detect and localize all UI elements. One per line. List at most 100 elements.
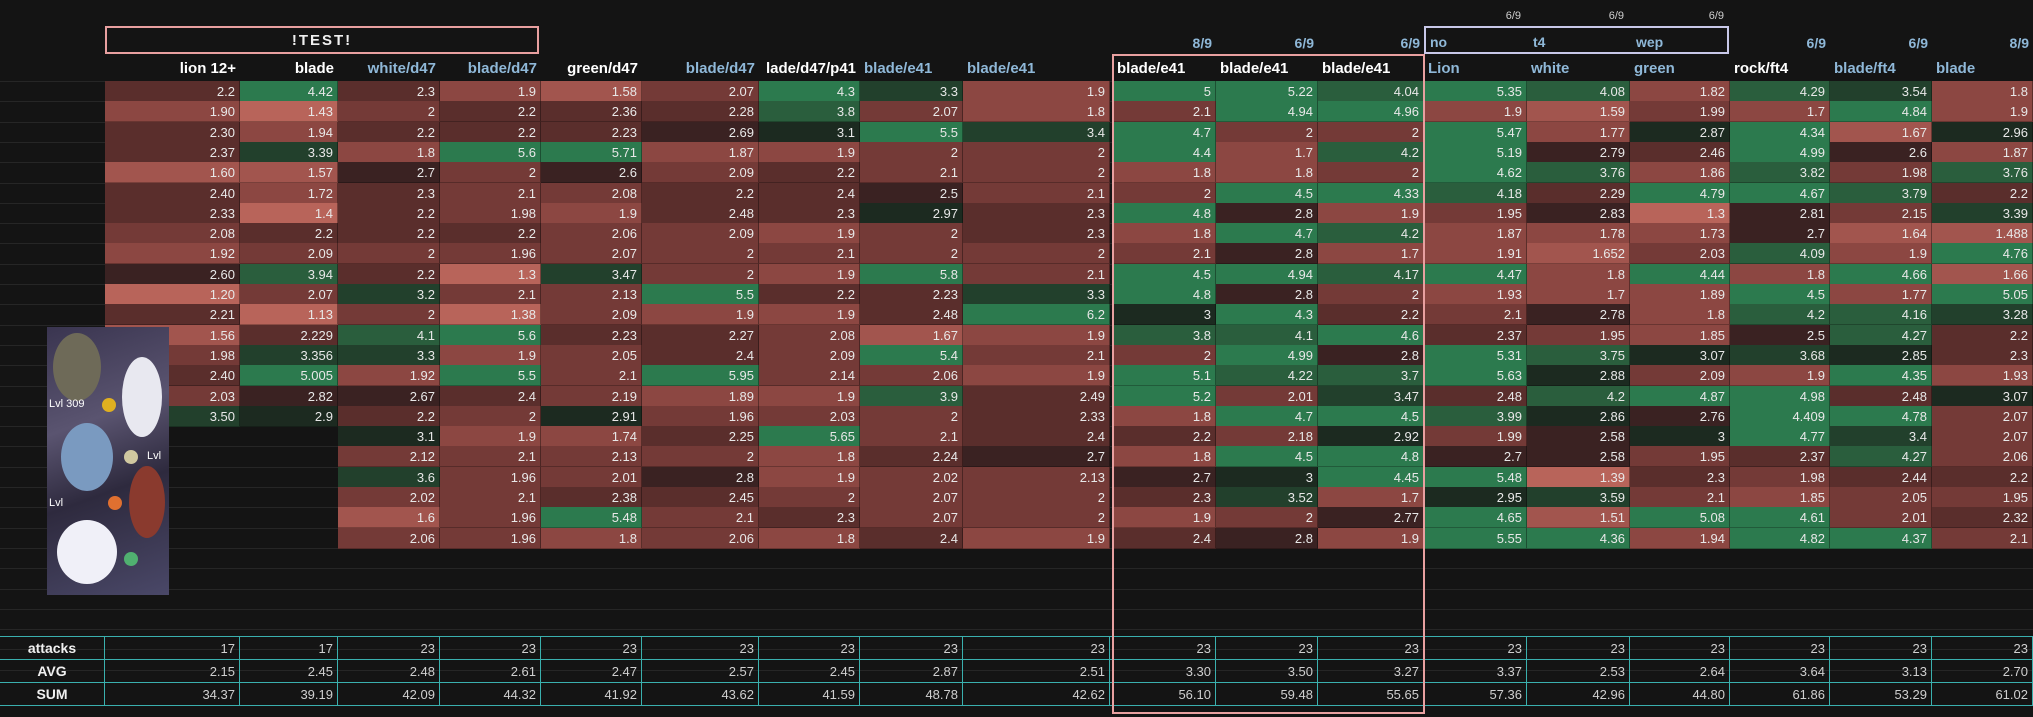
table-cell[interactable]: 1.96 [440,528,541,549]
avg-cell[interactable]: 3.37 [1424,660,1527,682]
sum-cell[interactable]: 44.32 [440,683,541,705]
table-cell[interactable]: 4.61 [1730,507,1830,528]
table-cell[interactable]: 2 [642,446,759,467]
table-cell[interactable]: 5.35 [1424,81,1527,102]
table-cell[interactable]: 2.7 [1113,467,1216,488]
table-cell[interactable]: 2.3 [338,183,440,204]
table-cell[interactable]: 2.08 [105,223,240,244]
table-cell[interactable]: 2 [1216,122,1318,143]
table-cell[interactable]: 1.9 [642,304,759,325]
table-cell[interactable]: 2.09 [759,345,860,366]
table-cell[interactable]: 2 [1113,183,1216,204]
table-cell[interactable]: 4.35 [1830,365,1932,386]
table-cell[interactable]: 4.6 [1318,325,1424,346]
sum-cell[interactable]: 42.09 [338,683,440,705]
table-cell[interactable]: 2.9 [240,406,338,427]
table-cell[interactable]: 3.7 [1318,365,1424,386]
table-cell[interactable]: 1.94 [1630,528,1730,549]
table-cell[interactable]: 2.2 [1932,183,2033,204]
table-cell[interactable]: 1.66 [1932,264,2033,285]
table-cell[interactable]: 2.3 [963,203,1110,224]
table-cell[interactable]: 2.1 [759,243,860,264]
table-cell[interactable]: 1.64 [1830,223,1932,244]
table-cell[interactable]: 4.33 [1318,183,1424,204]
table-cell[interactable]: 4.3 [759,81,860,102]
table-cell[interactable]: 5.5 [440,365,541,386]
table-cell[interactable]: 5.05 [1932,284,2033,305]
table-cell[interactable]: 1.9 [541,203,642,224]
table-cell[interactable]: 2.1 [963,183,1110,204]
table-cell[interactable]: 2.01 [1830,507,1932,528]
table-cell[interactable]: 3.47 [541,264,642,285]
table-cell[interactable]: 2.2 [1113,426,1216,447]
table-cell[interactable]: 3.75 [1527,345,1630,366]
table-cell[interactable]: 1.67 [1830,122,1932,143]
table-cell[interactable]: 2.7 [338,162,440,183]
table-cell[interactable]: 2.2 [338,406,440,427]
table-cell[interactable]: 5.65 [759,426,860,447]
table-cell[interactable]: 3.47 [1318,386,1424,407]
table-cell[interactable]: 4.1 [1216,325,1318,346]
table-cell[interactable]: 3.54 [1830,81,1932,102]
table-cell[interactable]: 1.96 [440,243,541,264]
table-cell[interactable]: 4.84 [1830,101,1932,122]
table-cell[interactable]: 2.81 [1730,203,1830,224]
avg-cell[interactable]: 2.87 [860,660,963,682]
table-cell[interactable]: 1.99 [1424,426,1527,447]
table-cell[interactable]: 4.1 [338,325,440,346]
table-cell[interactable]: 1.85 [1730,487,1830,508]
table-cell[interactable]: 2.78 [1527,304,1630,325]
table-cell[interactable]: 2.09 [240,243,338,264]
column-header[interactable]: green [1634,60,1675,77]
table-cell[interactable]: 5.5 [860,122,963,143]
table-cell[interactable]: 2.29 [1527,183,1630,204]
table-cell[interactable]: 1.9 [759,304,860,325]
table-cell[interactable]: 2.13 [963,467,1110,488]
table-cell[interactable]: 1.98 [440,203,541,224]
table-cell[interactable]: 2.2 [440,101,541,122]
table-cell[interactable]: 2 [963,243,1110,264]
table-cell[interactable]: 4.99 [1730,142,1830,163]
table-cell[interactable]: 2.8 [1318,345,1424,366]
table-cell[interactable]: 1.89 [1630,284,1730,305]
table-cell[interactable]: 2.21 [105,304,240,325]
table-cell[interactable]: 4.08 [1527,81,1630,102]
attacks-cell[interactable]: 23 [1113,637,1216,659]
attacks-cell[interactable]: 23 [759,637,860,659]
table-cell[interactable]: 2.1 [440,284,541,305]
table-cell[interactable]: 4.2 [1318,223,1424,244]
table-cell[interactable]: 1.90 [105,101,240,122]
table-cell[interactable]: 1.9 [440,81,541,102]
table-cell[interactable]: 4.37 [1830,528,1932,549]
table-cell[interactable]: 2.82 [240,386,338,407]
table-cell[interactable]: 4.5 [1730,284,1830,305]
table-cell[interactable]: 4.62 [1424,162,1527,183]
column-header[interactable]: blade/e41 [1220,60,1289,77]
table-cell[interactable]: 1.59 [1527,101,1630,122]
avg-cell[interactable]: 2.47 [541,660,642,682]
avg-cell[interactable]: 3.27 [1318,660,1424,682]
table-cell[interactable]: 2.5 [1730,325,1830,346]
table-cell[interactable]: 2.23 [541,122,642,143]
table-cell[interactable]: 4.96 [1318,101,1424,122]
table-cell[interactable]: 2.37 [1730,446,1830,467]
table-cell[interactable]: 1.96 [440,507,541,528]
table-cell[interactable]: 5.63 [1424,365,1527,386]
attacks-cell[interactable]: 23 [1424,637,1527,659]
table-cell[interactable]: 1.98 [1830,162,1932,183]
table-cell[interactable]: 2.14 [759,365,860,386]
table-cell[interactable]: 3.82 [1730,162,1830,183]
table-cell[interactable]: 2.27 [642,325,759,346]
table-cell[interactable]: 3.3 [338,345,440,366]
attacks-cell[interactable]: 23 [1830,637,1932,659]
table-cell[interactable]: 3.28 [1932,304,2033,325]
table-cell[interactable]: 4.29 [1730,81,1830,102]
table-cell[interactable]: 2.37 [105,142,240,163]
table-cell[interactable]: 1.9 [759,467,860,488]
table-cell[interactable]: 2.4 [440,386,541,407]
table-cell[interactable]: 1.86 [1630,162,1730,183]
table-cell[interactable]: 2.07 [860,101,963,122]
table-cell[interactable]: 4.09 [1730,243,1830,264]
table-cell[interactable]: 1.93 [1424,284,1527,305]
table-cell[interactable]: 5.08 [1630,507,1730,528]
